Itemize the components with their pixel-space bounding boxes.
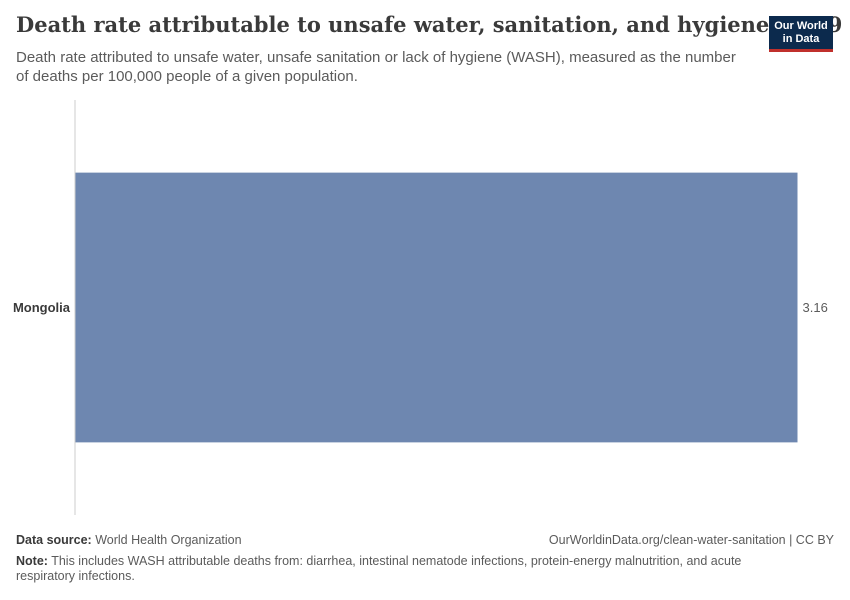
note-label: Note: xyxy=(16,554,48,568)
category-label: Mongolia xyxy=(13,300,71,315)
logo-line-2: in Data xyxy=(782,33,820,45)
bar-chart: Mongolia 3.16 xyxy=(13,100,828,515)
chart-subtitle: Death rate attributed to unsafe water, u… xyxy=(16,49,736,85)
data-source: Data source: World Health Organization xyxy=(16,533,242,547)
note-text: This includes WASH attributable deaths f… xyxy=(16,554,742,583)
chart-note: Note: This includes WASH attributable de… xyxy=(16,554,776,584)
owid-logo[interactable]: Our World in Data xyxy=(769,16,833,52)
logo-line-1: Our World xyxy=(774,20,828,32)
bar-mongolia[interactable] xyxy=(75,172,798,443)
chart-title: Death rate attributable to unsafe water,… xyxy=(16,12,843,37)
source-url[interactable]: OurWorldinData.org/clean-water-sanitatio… xyxy=(548,533,834,547)
value-label: 3.16 xyxy=(803,300,828,315)
data-source-label: Data source: xyxy=(16,533,92,547)
data-source-value[interactable]: World Health Organization xyxy=(95,533,242,547)
